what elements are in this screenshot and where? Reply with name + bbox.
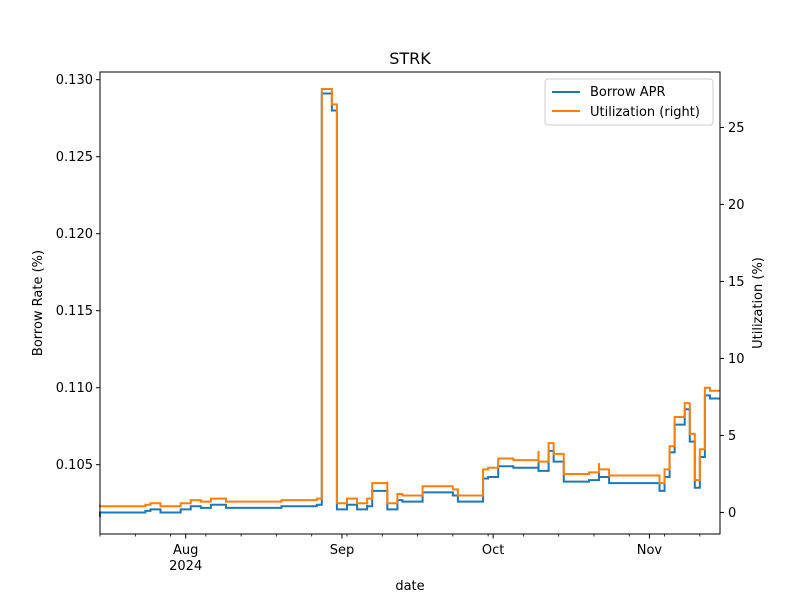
legend-label-utilization: Utilization (right) bbox=[590, 105, 700, 120]
left-axis: 0.105 0.110 0.115 0.120 0.125 0.130 bbox=[56, 73, 100, 473]
right-tick-label: 0 bbox=[728, 506, 736, 521]
right-tick-label: 5 bbox=[728, 429, 736, 444]
x-tick-sublabel: 2024 bbox=[169, 559, 202, 574]
left-tick-label: 0.105 bbox=[56, 458, 93, 473]
y-axis-title-right: Utilization (%) bbox=[751, 257, 766, 349]
y-axis-title-left: Borrow Rate (%) bbox=[31, 250, 46, 356]
legend-label-borrow-apr: Borrow APR bbox=[590, 85, 666, 100]
plot-area bbox=[100, 72, 720, 534]
x-tick-label: Aug bbox=[173, 543, 198, 558]
x-tick-label: Oct bbox=[482, 543, 504, 558]
legend-box bbox=[544, 78, 714, 126]
legend: Borrow APR Utilization (right) bbox=[544, 78, 714, 126]
left-tick-label: 0.110 bbox=[56, 381, 93, 396]
series-layer bbox=[99, 87, 720, 518]
x-axis-title: date bbox=[395, 579, 424, 594]
series-line-1 bbox=[99, 87, 720, 508]
right-tick-label: 15 bbox=[728, 275, 745, 290]
right-tick-label: 20 bbox=[728, 198, 745, 213]
left-tick-label: 0.125 bbox=[56, 150, 93, 165]
right-tick-label: 10 bbox=[728, 352, 745, 367]
left-tick-label: 0.130 bbox=[56, 73, 93, 88]
left-tick-label: 0.120 bbox=[56, 227, 93, 242]
right-tick-label: 25 bbox=[728, 121, 745, 136]
x-tick-label: Sep bbox=[330, 543, 355, 558]
left-tick-label: 0.115 bbox=[56, 304, 93, 319]
right-axis: 0 5 10 15 20 25 bbox=[720, 121, 745, 521]
chart-title: STRK bbox=[389, 49, 431, 68]
plot-frame bbox=[99, 71, 721, 535]
x-tick-label: Nov bbox=[637, 543, 663, 558]
